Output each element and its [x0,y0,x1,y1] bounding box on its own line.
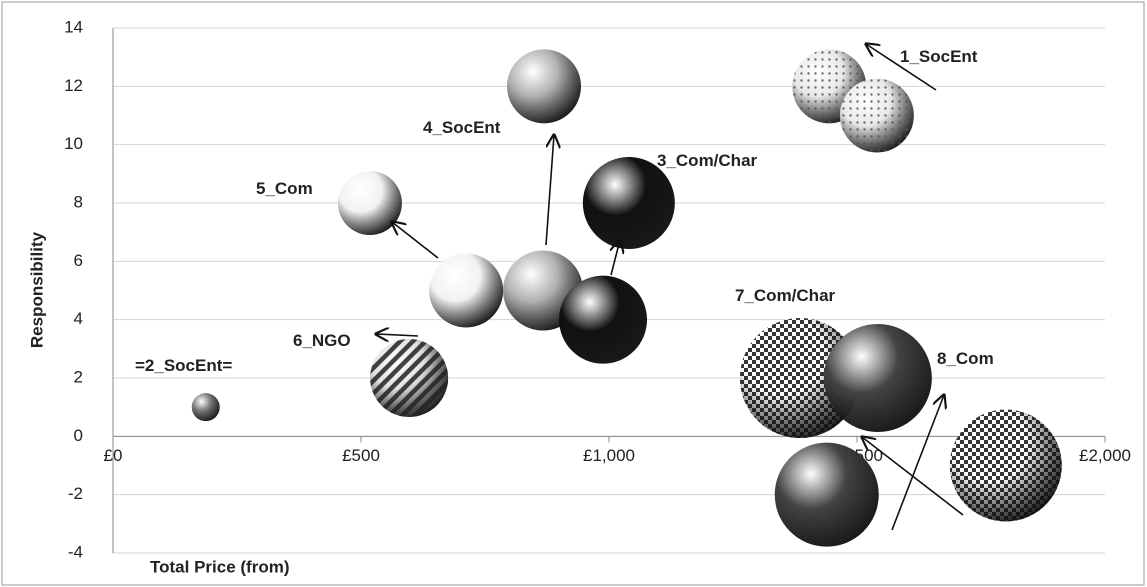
arrow [545,135,554,246]
bubble-group [839,78,914,153]
x-tick-label: £2,000 [1079,446,1131,465]
x-tick-label: £1,000 [583,446,635,465]
y-tick-label: 2 [74,367,83,386]
arrow [866,44,937,91]
bubble-group [370,339,449,417]
y-tick-label: 10 [64,134,83,153]
annotation: 4_SocEnt [423,118,501,137]
bubble-pattern [839,78,914,153]
y-tick-label: 4 [74,309,83,328]
y-tick-label: 14 [64,17,83,36]
arrow [891,395,944,531]
x-axis-label: Total Price (from) [150,557,289,576]
arrow [862,437,964,516]
annotation: 5_Com [256,179,313,198]
y-tick-label: 12 [64,76,83,95]
y-tick-label: 8 [74,192,83,211]
arrow [611,240,620,276]
arrow [376,334,419,336]
bubble-group [774,442,879,547]
bubble [507,49,582,124]
bubble [774,442,879,547]
y-axis-label: Responsibility [27,231,46,348]
bubble [559,275,648,364]
y-tick-label: -4 [68,542,83,561]
annotation: 8_Com [937,349,994,368]
bubble-pattern [739,318,860,438]
bubble-group [949,409,1062,522]
annotation: 3_Com/Char [657,151,758,170]
bubble-group [191,393,220,422]
y-tick-label: 0 [74,426,83,445]
annotation: 7_Com/Char [735,286,836,305]
bubble [429,253,504,328]
annotation: 1_SocEnt [900,47,978,66]
bubble-group [507,49,582,124]
bubble [337,171,402,235]
annotation: 6_NGO [293,331,351,350]
annotation: =2_SocEnt= [135,356,232,375]
bubble-group [559,275,648,364]
bubble-group [739,318,860,438]
x-tick-label: £500 [342,446,380,465]
y-tick-label: 6 [74,251,83,270]
y-tick-label: -2 [68,484,83,503]
arrow [392,222,439,259]
x-tick-label: £0 [104,446,123,465]
bubble-group [337,171,402,235]
bubble-group [582,157,675,249]
bubble [823,324,932,432]
bubble [582,157,675,249]
bubble-group [429,253,504,328]
bubble-group [823,324,932,432]
bubble [191,393,220,422]
bubble-pattern [949,409,1062,522]
bubble-pattern [370,339,449,417]
